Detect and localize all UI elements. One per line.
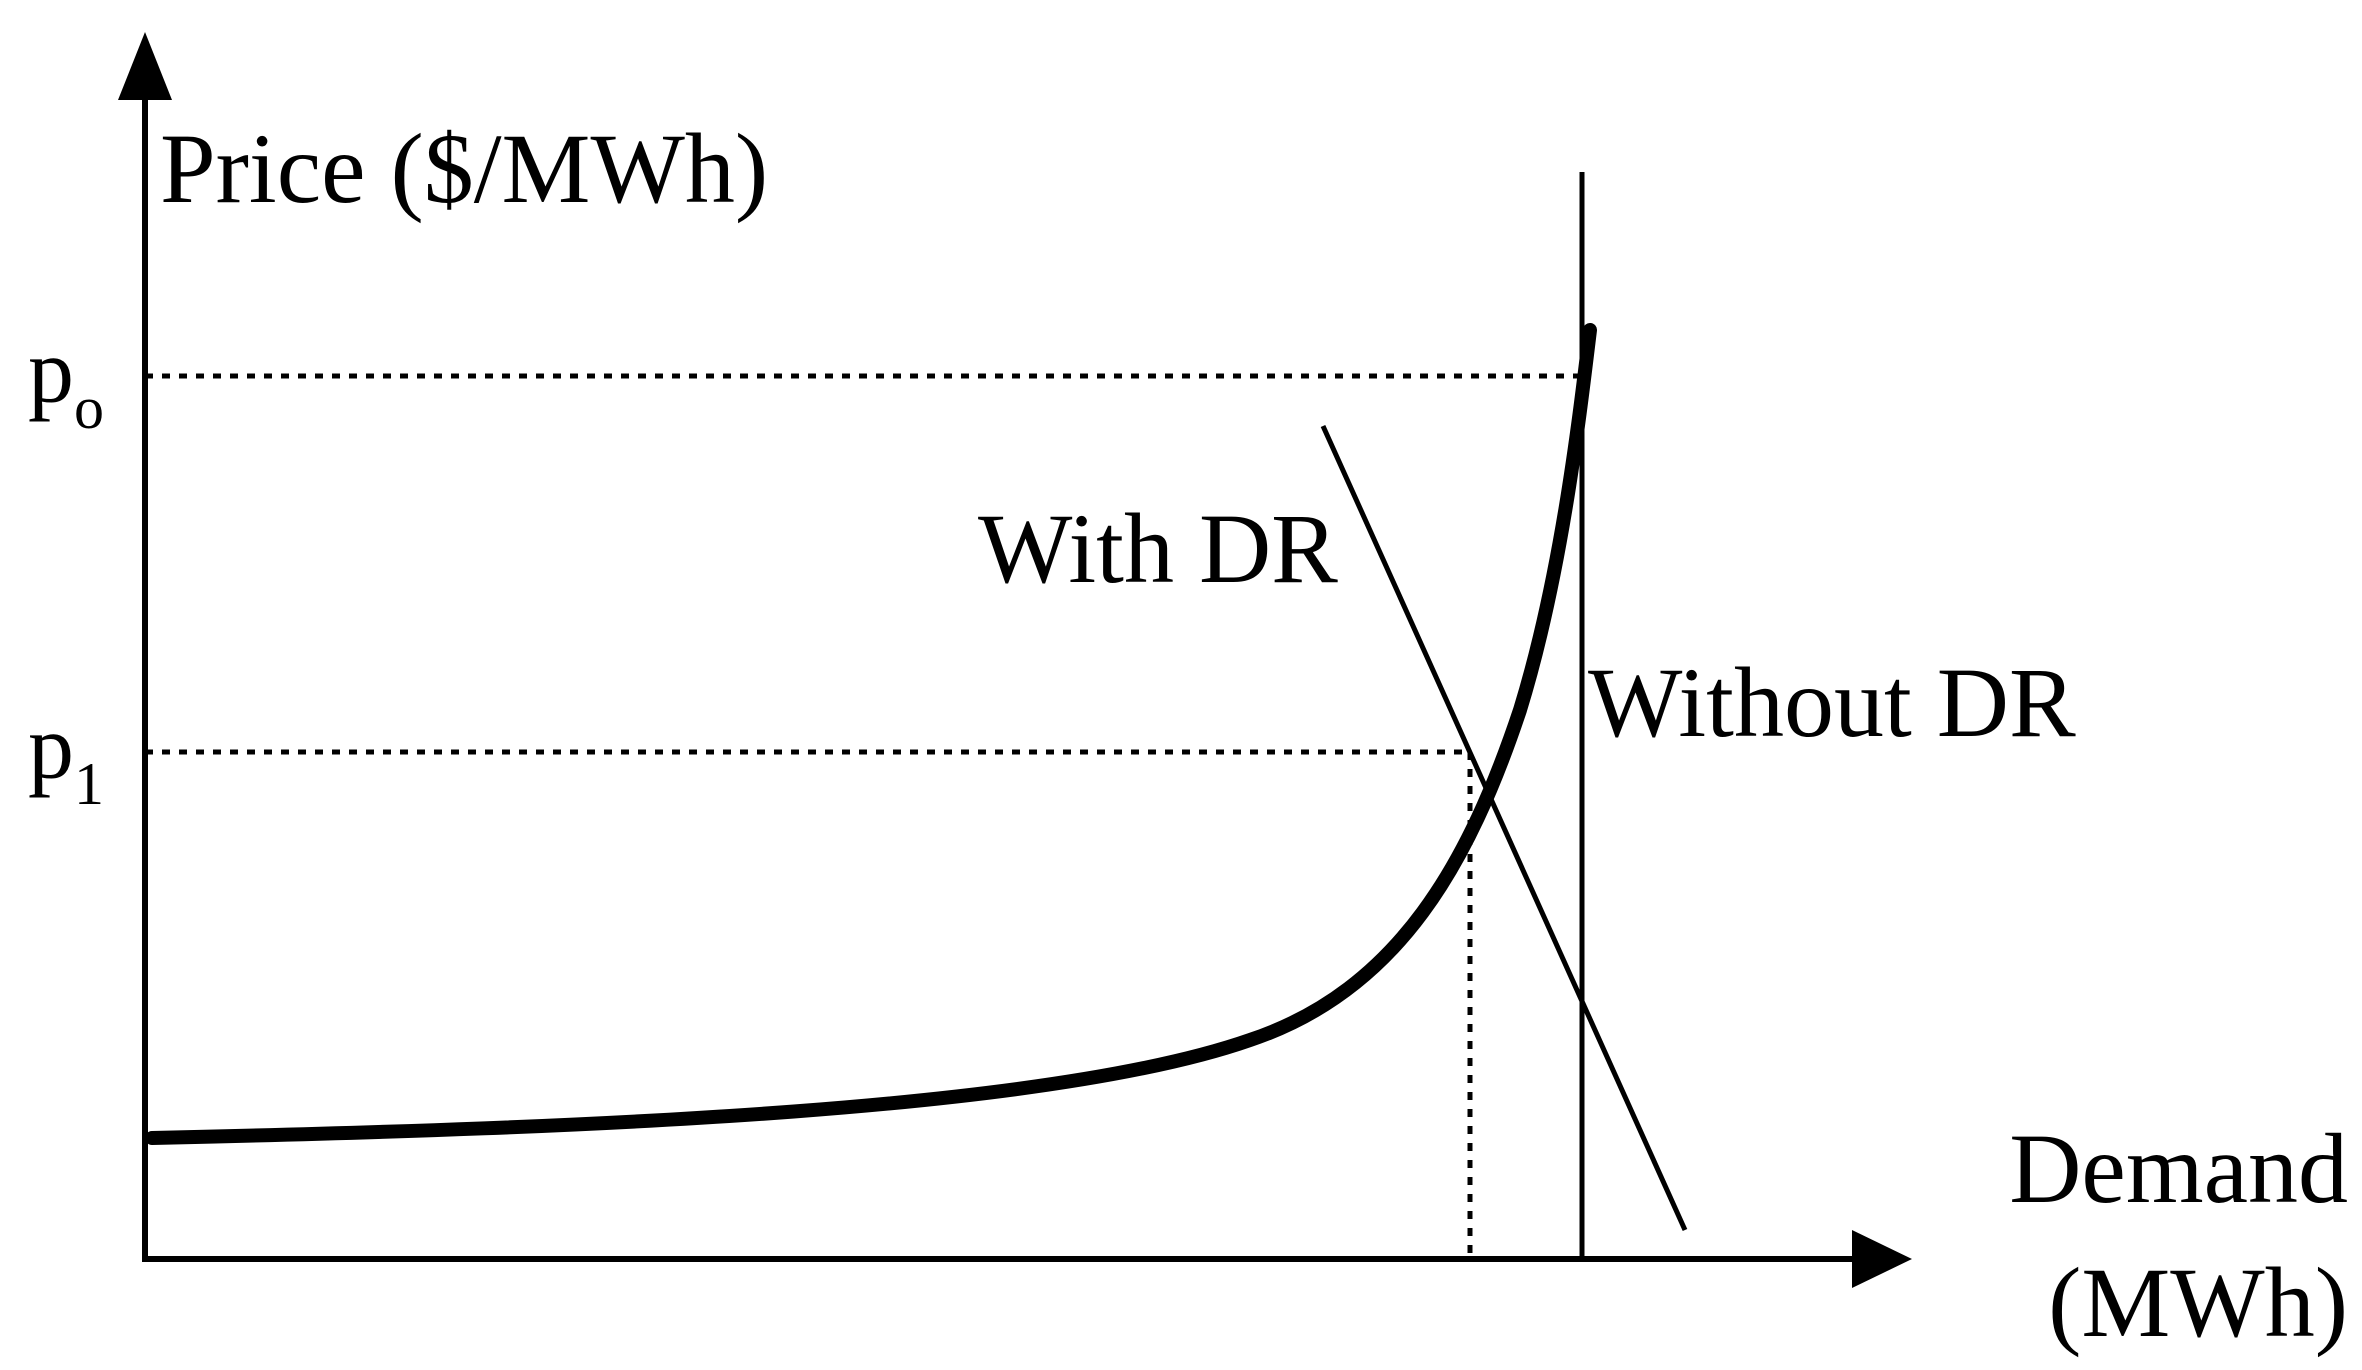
price-p0-letter: p	[28, 320, 74, 422]
with-dr-label: With DR	[978, 493, 1338, 604]
without-dr-label: Without DR	[1588, 647, 2076, 758]
price-p0-label: po	[28, 320, 104, 441]
y-axis-label: Price ($/MWh)	[160, 113, 768, 224]
y-axis-arrowhead	[118, 32, 172, 100]
price-p0-subscript: o	[74, 375, 104, 441]
x-axis-label-line1: Demand	[2009, 1113, 2348, 1224]
x-axis-arrowhead	[1852, 1230, 1912, 1288]
x-axis-label-line2: (MWh)	[2048, 1247, 2348, 1358]
supply-curve	[145, 323, 1597, 1145]
with-dr-demand-line	[1320, 424, 1688, 1232]
price-p1-subscript: 1	[74, 751, 104, 817]
price-p1-letter: p	[28, 696, 74, 798]
price-p1-label: p1	[28, 696, 104, 817]
